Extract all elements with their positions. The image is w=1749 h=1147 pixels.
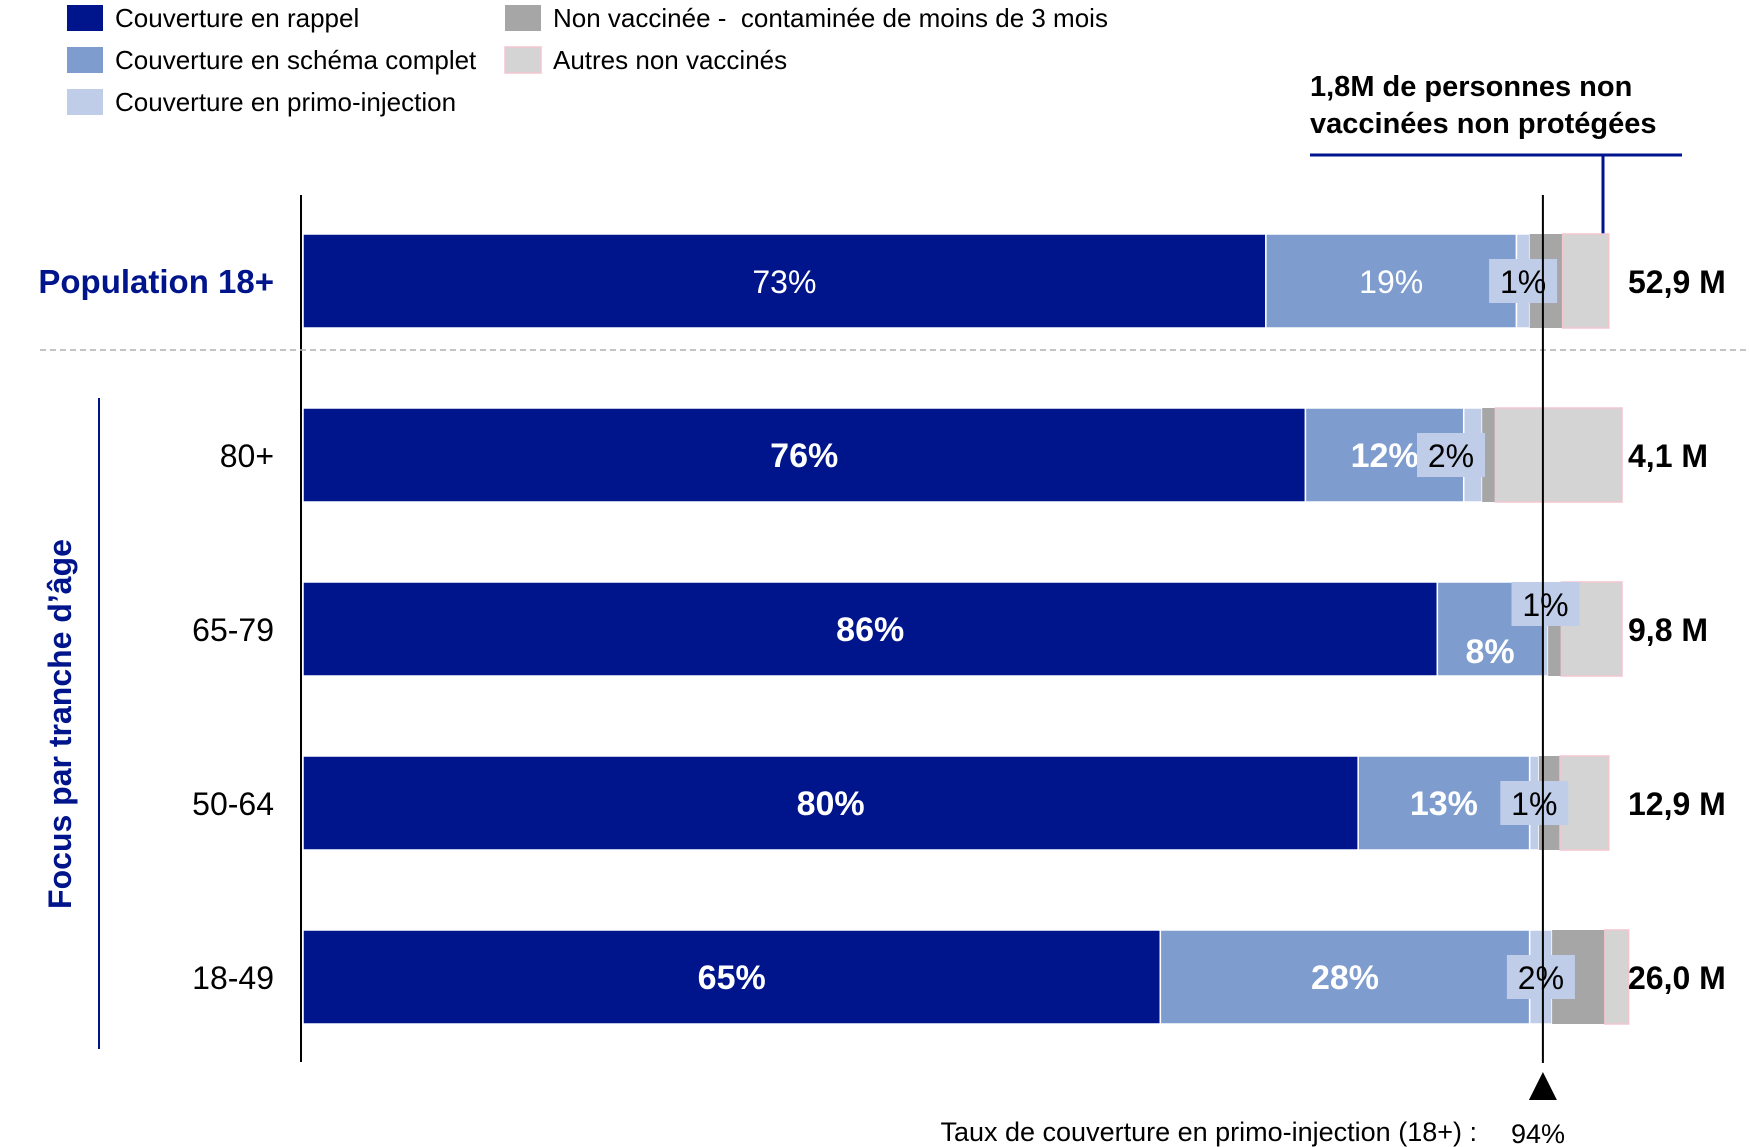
reference-line-label: Taux de couverture en primo-injection (1… (940, 1117, 1477, 1147)
legend-swatch-rappel (67, 5, 103, 31)
category-label-65-79: 65-79 (192, 612, 274, 648)
data-label-50-64-rappel: 80% (797, 785, 865, 823)
category-label-80: 80+ (220, 438, 274, 474)
data-label-65-79-primo-injection: 1% (1522, 587, 1568, 623)
category-label-50-64: 50-64 (192, 786, 274, 822)
total-label-population-18: 52,9 M (1628, 264, 1726, 300)
data-label-box-population-18-primo (1489, 259, 1558, 303)
data-label-80-rappel: 76% (770, 437, 838, 475)
bars: 73% 19% 1%Population 18+ 52,9 M76% 12% 2%80+ 4… (38, 233, 1726, 1025)
annotation: 1,8M de personnes non vaccinées non prot… (1310, 71, 1682, 244)
bar-18-49-couverture-en-rappel (302, 929, 1162, 1025)
data-label-80-schema-complet: 12% (1351, 437, 1419, 475)
bar-population-18-autres-non-vaccin-s (1561, 233, 1610, 329)
data-label-box-50-64-primo (1500, 781, 1569, 825)
bar-population-18-couverture-en-sch-ma-complet (1265, 233, 1518, 329)
data-label-65-79-rappel: 86% (836, 611, 904, 649)
bar-80-couverture-en-rappel (302, 407, 1307, 503)
data-label-box-80-primo (1417, 433, 1485, 477)
bar-18-49-couverture-en-sch-ma-complet (1159, 929, 1531, 1025)
reference-line (1528, 195, 1557, 1100)
bar-80-autres-non-vaccin-s (1494, 407, 1623, 503)
data-label-18-49-primo-injection: 2% (1518, 960, 1564, 996)
reference-line-value: 94% (1511, 1119, 1565, 1147)
total-label-50-64: 12,9 M (1628, 786, 1726, 822)
total-label-80: 4,1 M (1628, 438, 1708, 474)
legend-label-schema-complet: Couverture en schéma complet (115, 45, 477, 75)
legend-label-rappel: Couverture en rappel (115, 3, 359, 33)
legend-swatch-schema-complet (67, 47, 103, 73)
annotation-line-2: vaccinées non protégées (1310, 108, 1657, 140)
data-label-population-18-rappel: 73% (752, 264, 816, 300)
legend-label-primo-injection: Couverture en primo-injection (115, 87, 456, 117)
data-label-box-18-49-primo (1506, 955, 1575, 999)
data-label-50-64-primo-injection: 1% (1511, 786, 1557, 822)
data-label-population-18-schema-complet: 19% (1359, 264, 1423, 300)
data-label-80-primo-injection: 2% (1428, 438, 1474, 474)
legend: Couverture en rappel Couverture en schém… (67, 3, 1108, 117)
bar-population-18-couverture-en-rappel (302, 233, 1267, 329)
legend-swatch-primo-injection (67, 89, 103, 115)
data-label-box-65-79-primo (1511, 582, 1580, 626)
legend-swatch-contaminee (505, 5, 541, 31)
data-label-population-18-primo-injection: 1% (1500, 264, 1546, 300)
bar-18-49-autres-non-vaccin-s (1604, 929, 1630, 1025)
category-label-18-49: 18-49 (192, 960, 274, 996)
legend-label-contaminee: Non vaccinée - contaminée de moins de 3 … (553, 3, 1108, 33)
legend-swatch-autres (504, 46, 542, 74)
data-label-18-49-rappel: 65% (698, 959, 766, 997)
bar-50-64-couverture-en-rappel (302, 755, 1359, 851)
group-label: Focus par tranche d’âge (42, 539, 78, 909)
data-label-18-49-schema-complet: 28% (1311, 959, 1379, 997)
data-label-65-79-schema-complet: 8% (1466, 633, 1515, 671)
total-label-65-79: 9,8 M (1628, 612, 1708, 648)
bar-80-non-vaccin-e-contamin-e-de-moins-de-3-mois (1482, 408, 1496, 502)
annotation-line-1: 1,8M de personnes non (1310, 71, 1632, 103)
data-label-50-64-schema-complet: 13% (1410, 785, 1478, 823)
legend-label-autres: Autres non vaccinés (553, 45, 787, 75)
reference-line-arrow (1528, 1072, 1557, 1100)
category-label-population-18: Population 18+ (38, 263, 274, 300)
total-label-18-49: 26,0 M (1628, 960, 1726, 996)
bar-65-79-couverture-en-rappel (302, 581, 1439, 677)
